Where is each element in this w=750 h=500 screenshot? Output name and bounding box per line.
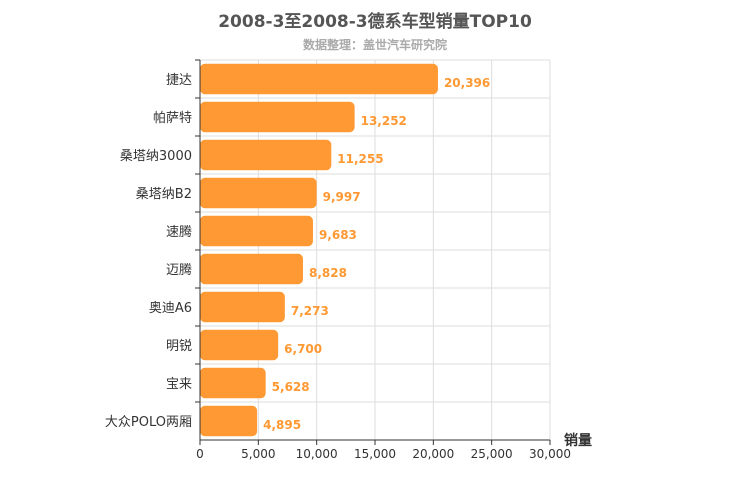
bar [200,405,258,437]
chart-title: 2008-3至2008-3德系车型销量TOP10 [218,12,532,32]
bar [200,253,303,285]
bar-value-label: 9,683 [319,228,357,242]
category-label: 大众POLO两厢 [105,415,192,430]
category-label: 桑塔纳B2 [136,187,192,202]
category-label: 迈腾 [166,262,192,278]
x-tick-label: 15,000 [354,447,396,461]
category-label: 捷达 [166,73,192,88]
bar-value-label: 6,700 [284,342,322,356]
bar [200,291,285,323]
bar [200,63,438,95]
x-tick-label: 0 [196,447,204,461]
bar [200,215,313,247]
bar [200,177,317,209]
bar-value-label: 11,255 [337,152,383,166]
chart-subtitle: 数据整理：盖世汽车研究院 [302,38,447,52]
x-tick-label: 30,000 [529,447,571,461]
bar-value-label: 20,396 [444,76,490,90]
x-tick-label: 5,000 [241,447,275,461]
category-label: 奥迪A6 [149,301,192,316]
x-tick-label: 25,000 [471,447,513,461]
x-axis-label: 销量 [564,432,592,449]
category-label: 速腾 [166,224,192,240]
category-label: 帕萨特 [153,111,192,126]
bar-value-label: 5,628 [272,380,310,394]
bar [200,139,332,171]
bar-value-label: 13,252 [361,114,407,128]
bar-value-label: 8,828 [309,266,347,280]
category-label: 桑塔纳3000 [120,149,192,164]
bar [200,367,266,399]
x-tick-label: 10,000 [296,447,338,461]
bar [200,101,355,133]
bar-value-label: 7,273 [291,304,329,318]
bar-value-label: 4,895 [263,418,301,432]
category-label: 宝来 [166,377,192,392]
bar-value-label: 9,997 [323,190,361,204]
bar [200,329,279,361]
category-label: 明锐 [166,339,192,354]
x-tick-label: 20,000 [412,447,454,461]
